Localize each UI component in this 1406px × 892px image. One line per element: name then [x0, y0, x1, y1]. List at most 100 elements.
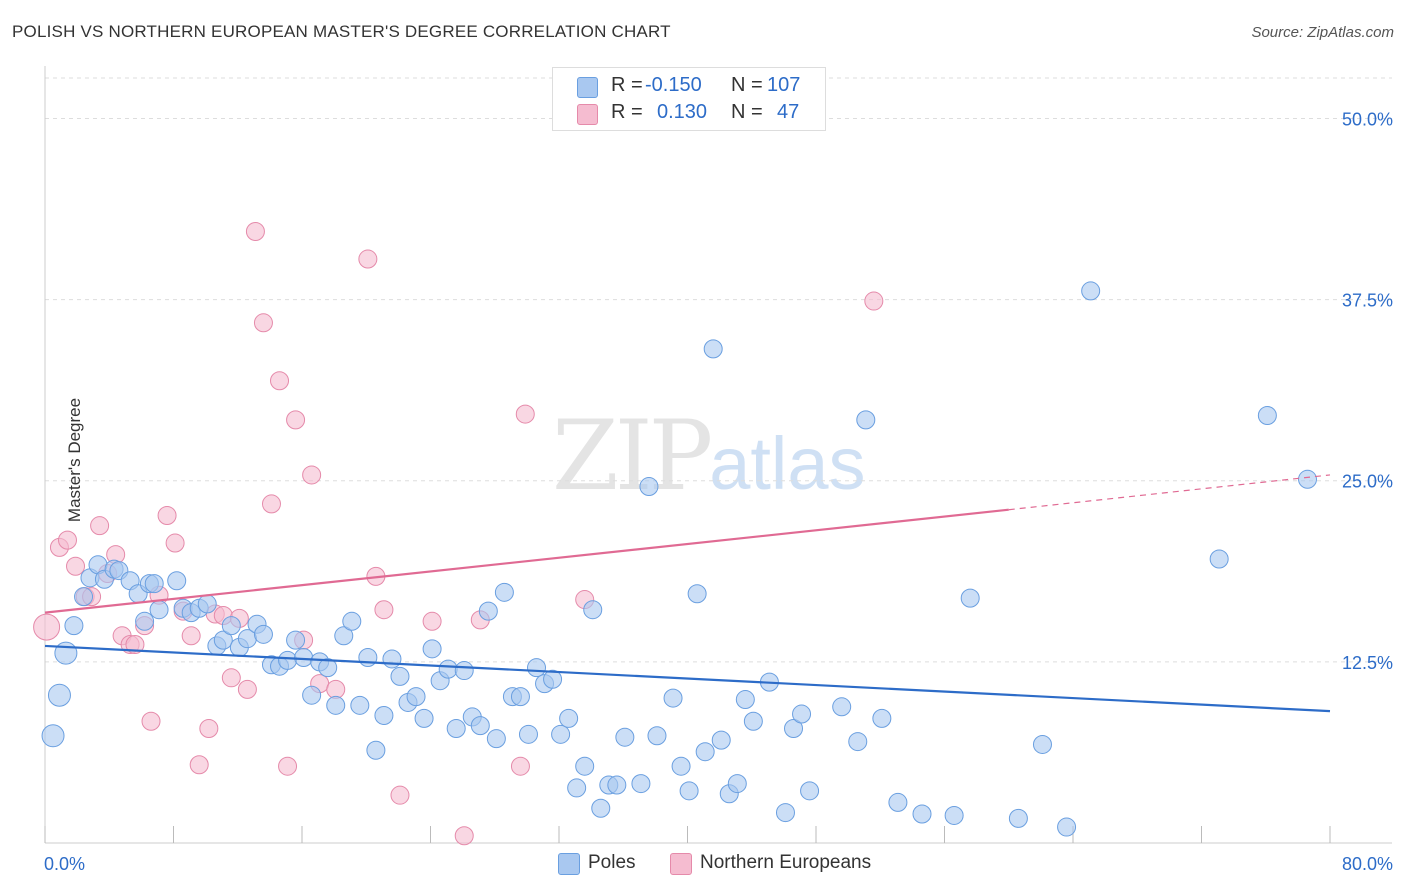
poles-point	[711, 730, 731, 750]
poles-point	[567, 778, 587, 798]
poles-point	[342, 611, 362, 631]
y-tick-label: 12.5%	[1342, 653, 1393, 673]
poles-point	[390, 666, 410, 686]
poles-point	[1057, 817, 1077, 837]
bottom-legend-label-northern-europeans: Northern Europeans	[700, 852, 872, 873]
legend-n-value: 47	[777, 101, 800, 123]
poles-point	[687, 584, 707, 604]
poles-point	[197, 594, 217, 614]
northern-europeans-point	[181, 626, 201, 646]
poles-point	[695, 742, 715, 762]
watermark-zip: ZIP	[552, 400, 713, 512]
poles-point	[615, 727, 635, 747]
poles-point	[382, 649, 402, 669]
legend-swatch-poles	[577, 77, 598, 98]
poles-point	[438, 659, 458, 679]
x-tick-label: 80.0%	[1342, 854, 1393, 874]
poles-point	[663, 688, 683, 708]
northern-europeans-point	[302, 465, 322, 485]
poles-point	[1209, 549, 1229, 569]
northern-europeans-point	[454, 826, 474, 846]
poles-point	[888, 792, 908, 812]
poles-point	[735, 690, 755, 710]
northern-europeans-point	[199, 719, 219, 739]
poles-point	[559, 708, 579, 728]
poles-point	[167, 571, 187, 591]
northern-europeans-point	[510, 756, 530, 776]
poles-point	[792, 704, 812, 724]
poles-point	[334, 626, 354, 646]
poles-point	[149, 600, 169, 620]
poles-point	[743, 711, 763, 731]
poles-point	[1298, 469, 1318, 489]
poles-point	[727, 774, 747, 794]
poles-point	[41, 724, 65, 748]
northern-europeans-point	[157, 506, 177, 526]
northern-europeans-point	[245, 221, 265, 241]
northern-europeans-point	[422, 611, 442, 631]
poles-point	[784, 719, 804, 739]
northern-europeans-point	[864, 291, 884, 311]
poles-point	[1008, 808, 1028, 828]
northern-europeans-point	[515, 404, 535, 424]
northern-europeans-point	[253, 313, 273, 333]
poles-point	[510, 687, 530, 707]
bottom-legend-swatch-poles	[558, 853, 580, 875]
poles-point	[832, 697, 852, 717]
poles-point	[486, 729, 506, 749]
watermark: ZIPatlas	[552, 400, 866, 512]
y-tick-label: 50.0%	[1342, 109, 1393, 129]
y-tick-label: 25.0%	[1342, 472, 1393, 492]
poles-point	[1081, 281, 1101, 301]
poles-point	[221, 616, 241, 636]
poles-point	[639, 477, 659, 497]
poles-point	[350, 695, 370, 715]
northern-europeans-point	[237, 679, 257, 699]
poles-point	[318, 658, 338, 678]
northern-europeans-point	[33, 613, 61, 641]
northern-europeans-point	[141, 711, 161, 731]
northern-europeans-point	[189, 755, 209, 775]
poles-point	[872, 708, 892, 728]
watermark-atlas: atlas	[709, 422, 866, 505]
northern-europeans-point	[390, 785, 410, 805]
legend-n-value: 107	[767, 74, 801, 96]
poles-point	[543, 669, 563, 689]
y-axis-label: Master's Degree	[65, 397, 85, 523]
x-tick-label: 0.0%	[44, 854, 85, 874]
poles-point	[213, 630, 233, 650]
poles-point	[47, 683, 71, 707]
poles-point	[278, 650, 298, 670]
northern-europeans-point	[326, 679, 346, 699]
poles-point	[64, 616, 84, 636]
poles-point	[591, 798, 611, 818]
poles-point	[253, 624, 273, 644]
poles-point	[414, 708, 434, 728]
poles-point	[74, 587, 94, 607]
poles-point	[406, 687, 426, 707]
poles-point	[944, 805, 964, 825]
poles-point	[631, 774, 651, 794]
poles-point	[583, 600, 603, 620]
poles-point	[478, 601, 498, 621]
poles-point	[671, 756, 691, 776]
legend-swatch-northern-europeans	[577, 104, 598, 125]
poles-point	[607, 775, 627, 795]
poles-trend-line	[44, 644, 1331, 713]
bottom-legend-label-poles: Poles	[588, 852, 636, 873]
northern-europeans-point	[90, 516, 110, 536]
northern-europeans-point	[165, 533, 185, 553]
poles-point	[326, 695, 346, 715]
poles-point	[294, 648, 314, 668]
northern-europeans-point	[374, 600, 394, 620]
northern-europeans-point	[278, 756, 298, 776]
poles-point	[374, 705, 394, 725]
northern-europeans-point	[66, 556, 86, 576]
poles-point	[1032, 734, 1052, 754]
poles-point	[446, 719, 466, 739]
legend-r-value: 0.130	[657, 101, 708, 123]
bottom-legend-swatch-northern-europeans	[670, 853, 692, 875]
poles-point	[470, 716, 490, 736]
northern-europeans-point	[125, 634, 145, 654]
